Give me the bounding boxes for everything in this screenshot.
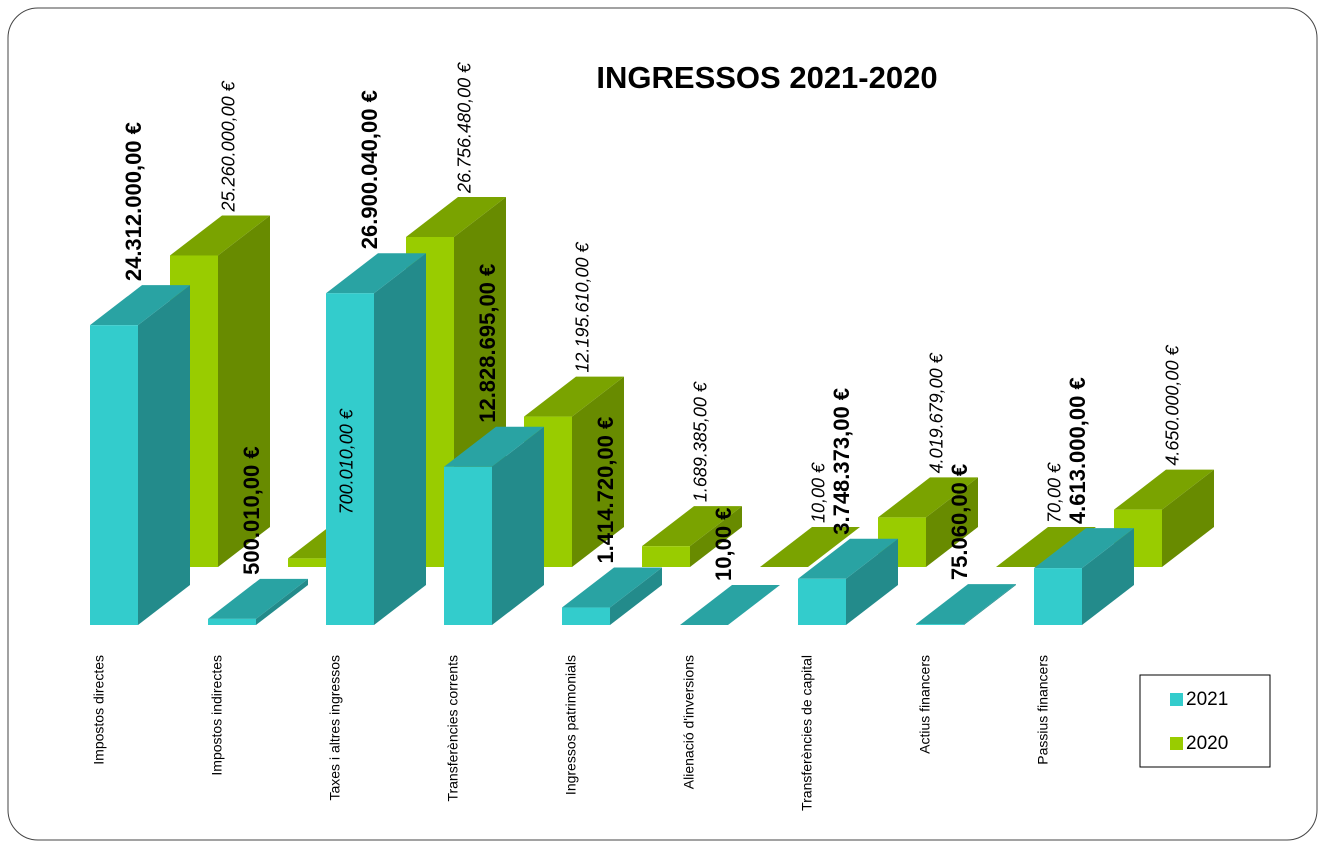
bar — [1114, 469, 1214, 567]
x-tick-label: Actius financers — [917, 655, 933, 754]
data-label: 700.010,00 € — [337, 408, 357, 514]
bar-top — [798, 538, 898, 579]
bar — [90, 285, 190, 625]
bar — [916, 584, 1016, 625]
data-label: 4.613.000,00 € — [1065, 377, 1090, 524]
bar — [444, 426, 544, 625]
bar — [878, 477, 978, 567]
data-label: 26.900.040,00 € — [357, 90, 382, 249]
bar-front — [288, 558, 336, 567]
bar-top — [760, 526, 860, 567]
bar-top — [996, 526, 1096, 567]
x-tick-label: Ingressos patrimonials — [563, 655, 579, 795]
data-label: 26.756.480,00 € — [455, 62, 475, 194]
bar-top — [170, 215, 270, 256]
bar-side — [964, 584, 1016, 625]
x-tick-label: Transferències corrents — [445, 655, 461, 802]
bar — [642, 506, 742, 567]
bar-front — [1034, 568, 1082, 625]
data-label: 70,00 € — [1045, 462, 1065, 523]
bar-top — [878, 477, 978, 518]
bar-front — [90, 325, 138, 625]
bar — [1034, 528, 1134, 625]
bar-front — [444, 466, 492, 625]
bar-side — [926, 477, 978, 567]
data-label: 12.828.695,00 € — [475, 264, 500, 423]
bar-side — [218, 215, 270, 567]
bar-top — [680, 584, 780, 625]
legend-label: 2021 — [1186, 689, 1228, 710]
data-label: 4.019.679,00 € — [927, 352, 947, 473]
data-label: 1.689.385,00 € — [691, 381, 711, 502]
bar-side — [572, 376, 624, 567]
bar-top — [642, 506, 742, 547]
data-label: 24.312.000,00 € — [121, 122, 146, 281]
data-label: 3.748.373,00 € — [829, 388, 854, 535]
bar — [798, 538, 898, 625]
labels: 24.312.000,00 € 500.010,00 € 26.900.040,00… — [121, 62, 1183, 581]
bar-top — [524, 376, 624, 417]
x-tick-label: Impostos directes — [91, 655, 107, 765]
bar-top — [916, 584, 1016, 625]
bar-side — [1082, 528, 1134, 625]
bar — [326, 253, 426, 625]
bar-front — [642, 546, 690, 567]
bar-side — [846, 538, 898, 625]
bar-side — [492, 426, 544, 625]
data-label: 25.260.000,00 € — [219, 80, 239, 212]
data-label: 10,00 € — [711, 508, 736, 581]
legend-swatch — [1170, 737, 1183, 750]
x-tick-label: Alienació d'inversions — [681, 655, 697, 789]
bar-top — [90, 285, 190, 326]
x-tick-label: Passius financers — [1035, 655, 1051, 765]
legend: 2021 2020 — [1139, 674, 1271, 768]
bar-side — [138, 285, 190, 625]
legend-box — [1139, 674, 1271, 768]
bar — [562, 567, 662, 625]
legend-label: 2020 — [1186, 733, 1228, 754]
bar-side — [610, 567, 662, 625]
bar-top — [562, 567, 662, 608]
bar-top — [1114, 469, 1214, 510]
bar-front — [562, 607, 610, 625]
bar-side — [690, 506, 742, 567]
chart-border — [7, 7, 1318, 841]
bar-top — [1034, 528, 1134, 569]
chart-title: INGRESSOS 2021-2020 — [596, 60, 937, 95]
x-tick-label: Impostos indirectes — [209, 655, 225, 776]
data-label: 1.414.720,00 € — [593, 417, 618, 564]
x-tick-label: Transferències de capital — [799, 655, 815, 811]
bar — [760, 526, 860, 567]
front-row — [90, 253, 1134, 625]
bar-top — [208, 578, 308, 619]
bar-front — [798, 578, 846, 625]
data-label: 75.060,00 € — [947, 464, 972, 580]
bar-side — [1162, 469, 1214, 567]
data-label: 10,00 € — [809, 462, 829, 523]
bar-side — [256, 578, 308, 625]
x-tick-label: Taxes i altres ingressos — [327, 655, 343, 801]
bar-front — [208, 618, 256, 625]
bar-front — [916, 624, 964, 625]
bar-top — [326, 253, 426, 294]
legend-swatch — [1170, 693, 1183, 706]
data-label: 500.010,00 € — [239, 446, 264, 574]
bar-side — [374, 253, 426, 625]
data-label: 12.195.610,00 € — [573, 241, 593, 372]
bar-top — [444, 426, 544, 467]
data-label: 4.650.000,00 € — [1163, 345, 1183, 466]
bar-top — [406, 197, 506, 238]
bar — [680, 584, 780, 625]
bar — [208, 578, 308, 625]
bar-front — [326, 293, 374, 625]
